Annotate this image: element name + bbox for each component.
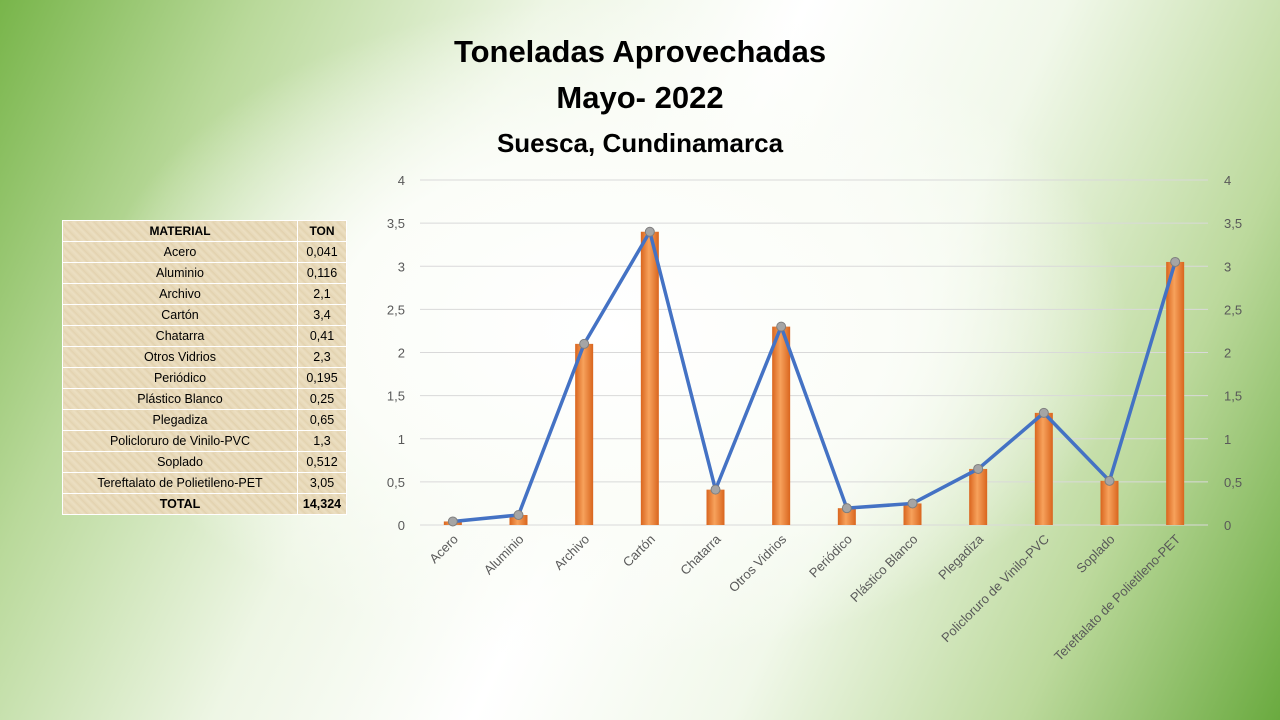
x-tick-label: Tereftalato de Polietileno-PET [1051, 531, 1183, 663]
bar [575, 343, 594, 525]
y-tick-label-left: 2,5 [387, 302, 405, 317]
ton-cell: 1,3 [297, 430, 347, 452]
x-tick-label: Acero [426, 532, 461, 567]
line-point [776, 321, 787, 332]
x-tick-label: Cartón [620, 532, 658, 570]
bar [837, 508, 856, 525]
line-point [1170, 256, 1181, 267]
y-tick-label-right: 1,5 [1224, 389, 1242, 404]
bar-series [443, 231, 1185, 525]
x-tick-label: Policloruro de Vinilo-PVC [938, 532, 1052, 646]
line-point [907, 498, 918, 509]
y-tick-label-left: 4 [398, 173, 405, 188]
line-point [973, 463, 984, 474]
total-label: TOTAL [62, 493, 298, 515]
material-cell: Soplado [62, 451, 298, 473]
x-tick-label: Otros Vidrios [726, 531, 790, 595]
x-tick-label: Plegadiza [935, 531, 987, 583]
y-tick-label-right: 1 [1224, 432, 1231, 447]
x-tick-label: Aluminio [481, 532, 527, 578]
table-row: Aluminio 0,116 [62, 262, 347, 284]
ton-cell: 0,512 [297, 451, 347, 473]
y-tick-label-right: 0 [1224, 518, 1231, 533]
y-tick-label-right: 2 [1224, 346, 1231, 361]
table-row: Soplado 0,512 [62, 451, 347, 473]
header-ton: TON [297, 220, 347, 242]
x-tick-label: Soplado [1073, 532, 1117, 576]
y-tick-label-left: 1 [398, 432, 405, 447]
ton-cell: 0,116 [297, 262, 347, 284]
x-tick-label: Periódico [806, 532, 855, 581]
x-tick-label: Plástico Blanco [847, 532, 920, 605]
material-cell: Plástico Blanco [62, 388, 298, 410]
material-cell: Plegadiza [62, 409, 298, 431]
ton-cell: 0,41 [297, 325, 347, 347]
bar [640, 231, 659, 525]
table-total-row: TOTAL 14,324 [62, 493, 347, 515]
y-tick-label-left: 1,5 [387, 389, 405, 404]
table-row: Cartón 3,4 [62, 304, 347, 326]
line-point [513, 509, 524, 520]
ton-cell: 3,05 [297, 472, 347, 494]
table-row: Plegadiza 0,65 [62, 409, 347, 431]
line-point [579, 338, 590, 349]
table-row: Periódico 0,195 [62, 367, 347, 389]
chart-title-line1: Toneladas Aprovechadas [453, 34, 827, 69]
total-value: 14,324 [297, 493, 347, 515]
ton-cell: 0,65 [297, 409, 347, 431]
line-point [1104, 475, 1115, 486]
y-tick-label-left: 2 [398, 346, 405, 361]
bar [969, 468, 988, 525]
series-line [452, 230, 1177, 524]
y-tick-label-right: 4 [1224, 173, 1231, 188]
table-row: Acero 0,041 [62, 241, 347, 263]
bar [1100, 480, 1119, 525]
y-tick-label-left: 3,5 [387, 216, 405, 231]
chart-title-line2: Mayo- 2022 [556, 80, 724, 115]
material-cell: Tereftalato de Polietileno-PET [62, 472, 298, 494]
gridlines [420, 179, 1208, 526]
ton-cell: 0,195 [297, 367, 347, 389]
x-tick-label: Archivo [551, 532, 592, 573]
bar [903, 503, 922, 525]
line-point [447, 516, 458, 527]
material-cell: Aluminio [62, 262, 298, 284]
y-tick-label-right: 3 [1224, 259, 1231, 274]
table-row: Policloruro de Vinilo-PVC 1,3 [62, 430, 347, 452]
table-row: Tereftalato de Polietileno-PET 3,05 [62, 472, 347, 494]
chart-subtitle: Suesca, Cundinamarca [496, 128, 784, 158]
y-tick-label-right: 3,5 [1224, 216, 1242, 231]
ton-cell: 3,4 [297, 304, 347, 326]
bar [509, 514, 528, 525]
ton-cell: 2,3 [297, 346, 347, 368]
bar [706, 489, 725, 525]
line-point [644, 226, 655, 237]
y-tick-label-right: 2,5 [1224, 302, 1242, 317]
line-point [1038, 407, 1049, 418]
ton-cell: 2,1 [297, 283, 347, 305]
line-series [447, 226, 1181, 527]
bar [1166, 261, 1185, 525]
x-tick-label: Chatarra [677, 531, 724, 578]
materials-table: MATERIAL TON Acero 0,041 Aluminio 0,116 Ar… [62, 220, 347, 515]
y-tick-label-left: 0,5 [387, 475, 405, 490]
bar [1034, 412, 1053, 525]
line-point [710, 484, 721, 495]
table-header-row: MATERIAL TON [62, 220, 347, 242]
material-cell: Cartón [62, 304, 298, 326]
y-tick-label-right: 0,5 [1224, 475, 1242, 490]
material-cell: Periódico [62, 367, 298, 389]
y-tick-label-left: 0 [398, 518, 405, 533]
line-point [841, 503, 852, 514]
bar [772, 326, 791, 525]
table-row: Chatarra 0,41 [62, 325, 347, 347]
y-tick-label-left: 3 [398, 259, 405, 274]
